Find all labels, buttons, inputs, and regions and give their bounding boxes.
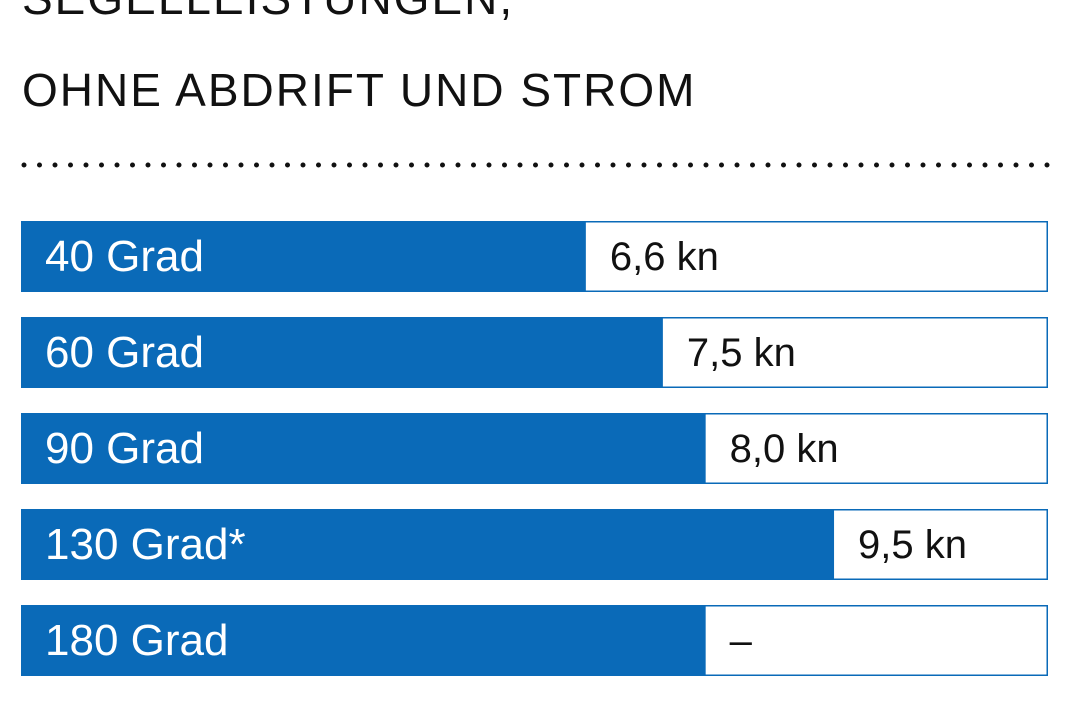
- category-label: 130 Grad*: [45, 520, 246, 569]
- value-label: 6,6 kn: [610, 235, 719, 279]
- bar: [21, 605, 706, 676]
- bar: [21, 221, 586, 292]
- bar: [21, 317, 663, 388]
- bar: [21, 509, 835, 580]
- category-label: 180 Grad: [45, 616, 228, 665]
- chart-subtitle: OHNE ABDRIFT UND STROM: [22, 64, 696, 116]
- value-label: 9,5 kn: [858, 523, 967, 567]
- value-label: 8,0 kn: [730, 427, 839, 471]
- value-label: –: [730, 619, 753, 663]
- bar: [21, 413, 706, 484]
- category-label: 40 Grad: [45, 232, 204, 281]
- chart-title: SEGELLEISTUNGEN,: [22, 0, 514, 24]
- category-label: 90 Grad: [45, 424, 204, 473]
- value-label: 7,5 kn: [687, 331, 796, 375]
- category-label: 60 Grad: [45, 328, 204, 377]
